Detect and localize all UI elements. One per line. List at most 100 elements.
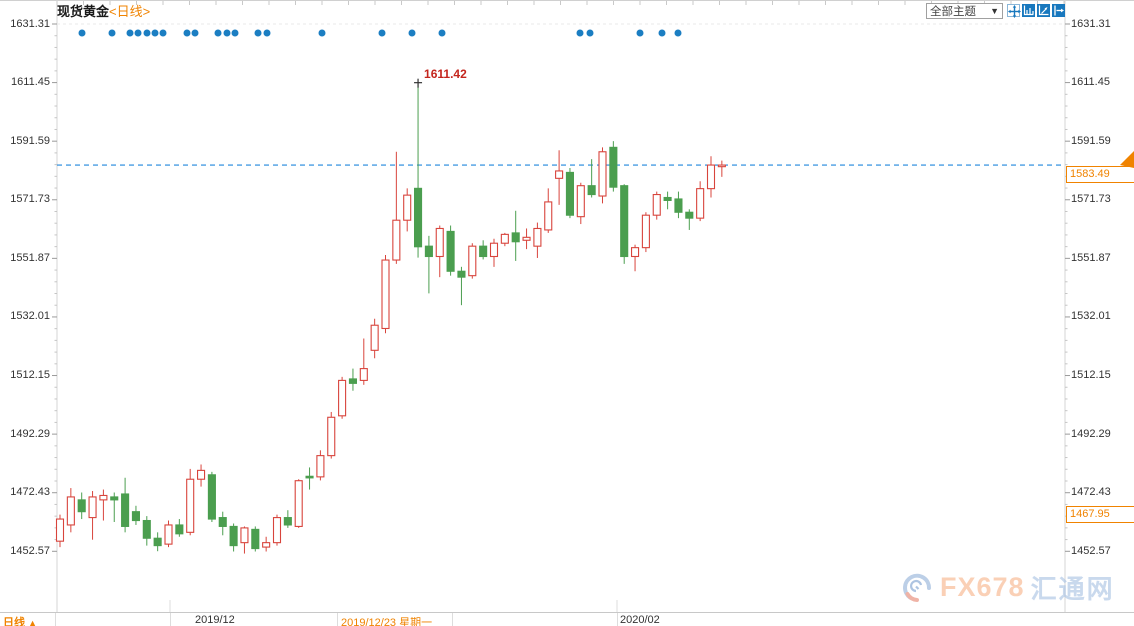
pan-right-icon[interactable] bbox=[1052, 4, 1065, 17]
candle-body bbox=[674, 198, 683, 213]
candle-body bbox=[121, 493, 130, 527]
event-marker-dot[interactable] bbox=[214, 29, 222, 37]
candle-body bbox=[533, 227, 542, 247]
candle-body bbox=[620, 185, 629, 258]
time-axis-bar: 日线 ▲ 2019/12 2019/12/23 星期一 2020/02 bbox=[0, 612, 1134, 626]
watermark-brand: FX678 bbox=[940, 572, 1025, 602]
triangle-up-icon: ▲ bbox=[28, 618, 37, 626]
candle-body bbox=[186, 478, 195, 533]
current-price-tag: 1583.49 bbox=[1066, 165, 1134, 183]
event-marker-dot[interactable] bbox=[576, 29, 584, 37]
event-marker-dot[interactable] bbox=[143, 29, 151, 37]
fit-axis-icon[interactable] bbox=[1022, 4, 1035, 17]
candle-body bbox=[348, 378, 358, 384]
event-marker-dot[interactable] bbox=[78, 29, 86, 37]
candle-body bbox=[197, 469, 206, 480]
y-axis-label: 1452.57 bbox=[10, 544, 50, 557]
y-axis-label: 1571.73 bbox=[10, 193, 50, 206]
candle-body bbox=[598, 151, 607, 197]
candle-body bbox=[511, 232, 520, 243]
candle-body bbox=[283, 517, 292, 526]
period-tag: <日线> bbox=[109, 4, 151, 19]
candle-body bbox=[77, 499, 86, 513]
candle-body bbox=[609, 146, 618, 188]
candle-body bbox=[175, 524, 184, 535]
candle-body bbox=[392, 219, 401, 261]
candle-body bbox=[696, 188, 705, 219]
candle-body bbox=[218, 517, 227, 527]
event-marker-dot[interactable] bbox=[126, 29, 134, 37]
y-axis-label: 1532.01 bbox=[1071, 310, 1111, 323]
candle-body bbox=[413, 187, 423, 248]
event-marker-dot[interactable] bbox=[108, 29, 116, 37]
candle-body bbox=[468, 245, 477, 277]
candle-body bbox=[370, 324, 379, 351]
y-axis-label: 1492.29 bbox=[10, 427, 50, 440]
y-axis-label: 1452.57 bbox=[1071, 544, 1111, 557]
event-marker-dot[interactable] bbox=[438, 29, 446, 37]
y-axis-label: 1472.43 bbox=[10, 486, 50, 499]
chevron-down-icon: ▼ bbox=[990, 6, 999, 16]
event-marker-dot[interactable] bbox=[318, 29, 326, 37]
candle-body bbox=[544, 201, 553, 231]
event-marker-dot[interactable] bbox=[183, 29, 191, 37]
event-marker-dot[interactable] bbox=[658, 29, 666, 37]
candle-body bbox=[164, 524, 173, 545]
axis-separator bbox=[617, 613, 618, 626]
event-marker-dot[interactable] bbox=[636, 29, 644, 37]
candle-body bbox=[479, 245, 488, 258]
y-axis-label: 1512.15 bbox=[1071, 369, 1111, 382]
candle-body bbox=[142, 519, 151, 539]
event-marker-dot[interactable] bbox=[378, 29, 386, 37]
candle-body bbox=[663, 196, 672, 201]
candle-body bbox=[88, 496, 97, 519]
event-marker-dot[interactable] bbox=[223, 29, 231, 37]
event-marker-dot[interactable] bbox=[159, 29, 167, 37]
candle-body bbox=[555, 170, 564, 179]
move-icon[interactable] bbox=[1007, 4, 1021, 18]
candle-body bbox=[641, 214, 650, 249]
reference-price-tag: 1467.95 bbox=[1066, 505, 1134, 523]
candle-body bbox=[424, 245, 433, 258]
event-marker-dot[interactable] bbox=[191, 29, 199, 37]
y-axis-label: 1611.45 bbox=[11, 76, 50, 89]
y-axis-label: 1551.87 bbox=[1071, 251, 1111, 264]
candle-body bbox=[240, 527, 249, 544]
candle-body bbox=[381, 259, 390, 330]
y-axis-label: 1492.29 bbox=[1071, 427, 1111, 440]
date-label-feb: 2020/02 bbox=[620, 614, 660, 626]
y-axis-label: 1551.87 bbox=[10, 251, 50, 264]
event-marker-dot[interactable] bbox=[134, 29, 142, 37]
candle-body bbox=[489, 242, 499, 258]
scale-axis-icon[interactable] bbox=[1037, 4, 1050, 17]
candle-body bbox=[500, 233, 509, 244]
candle-body bbox=[110, 496, 119, 501]
y-axis-label: 1472.43 bbox=[1071, 486, 1111, 499]
candle-body bbox=[305, 475, 314, 479]
event-marker-dot[interactable] bbox=[254, 29, 262, 37]
y-axis-label: 1512.15 bbox=[10, 369, 50, 382]
theme-dropdown[interactable]: 全部主题 ▼ bbox=[926, 3, 1003, 19]
candle-body bbox=[131, 511, 140, 522]
candle-body bbox=[66, 496, 75, 526]
candle-body bbox=[685, 211, 694, 219]
watermark-site: 汇通网 bbox=[1030, 574, 1115, 604]
event-marker-dot[interactable] bbox=[586, 29, 594, 37]
y-axis-label: 1591.59 bbox=[10, 134, 50, 147]
event-marker-dot[interactable] bbox=[231, 29, 239, 37]
candle-body bbox=[251, 528, 260, 550]
candle-body bbox=[55, 518, 65, 542]
candle-body bbox=[359, 368, 368, 381]
event-marker-dot[interactable] bbox=[674, 29, 682, 37]
event-marker-dot[interactable] bbox=[263, 29, 271, 37]
candle-body bbox=[272, 517, 282, 544]
event-marker-dot[interactable] bbox=[408, 29, 416, 37]
high-price-annotation: 1611.42 bbox=[424, 66, 467, 81]
period-selector[interactable]: 日线 ▲ bbox=[3, 617, 37, 626]
event-marker-dot[interactable] bbox=[151, 29, 159, 37]
axis-separator bbox=[452, 613, 453, 626]
candle-body bbox=[587, 185, 596, 196]
candle-body bbox=[435, 227, 444, 258]
candle-body bbox=[207, 474, 216, 520]
